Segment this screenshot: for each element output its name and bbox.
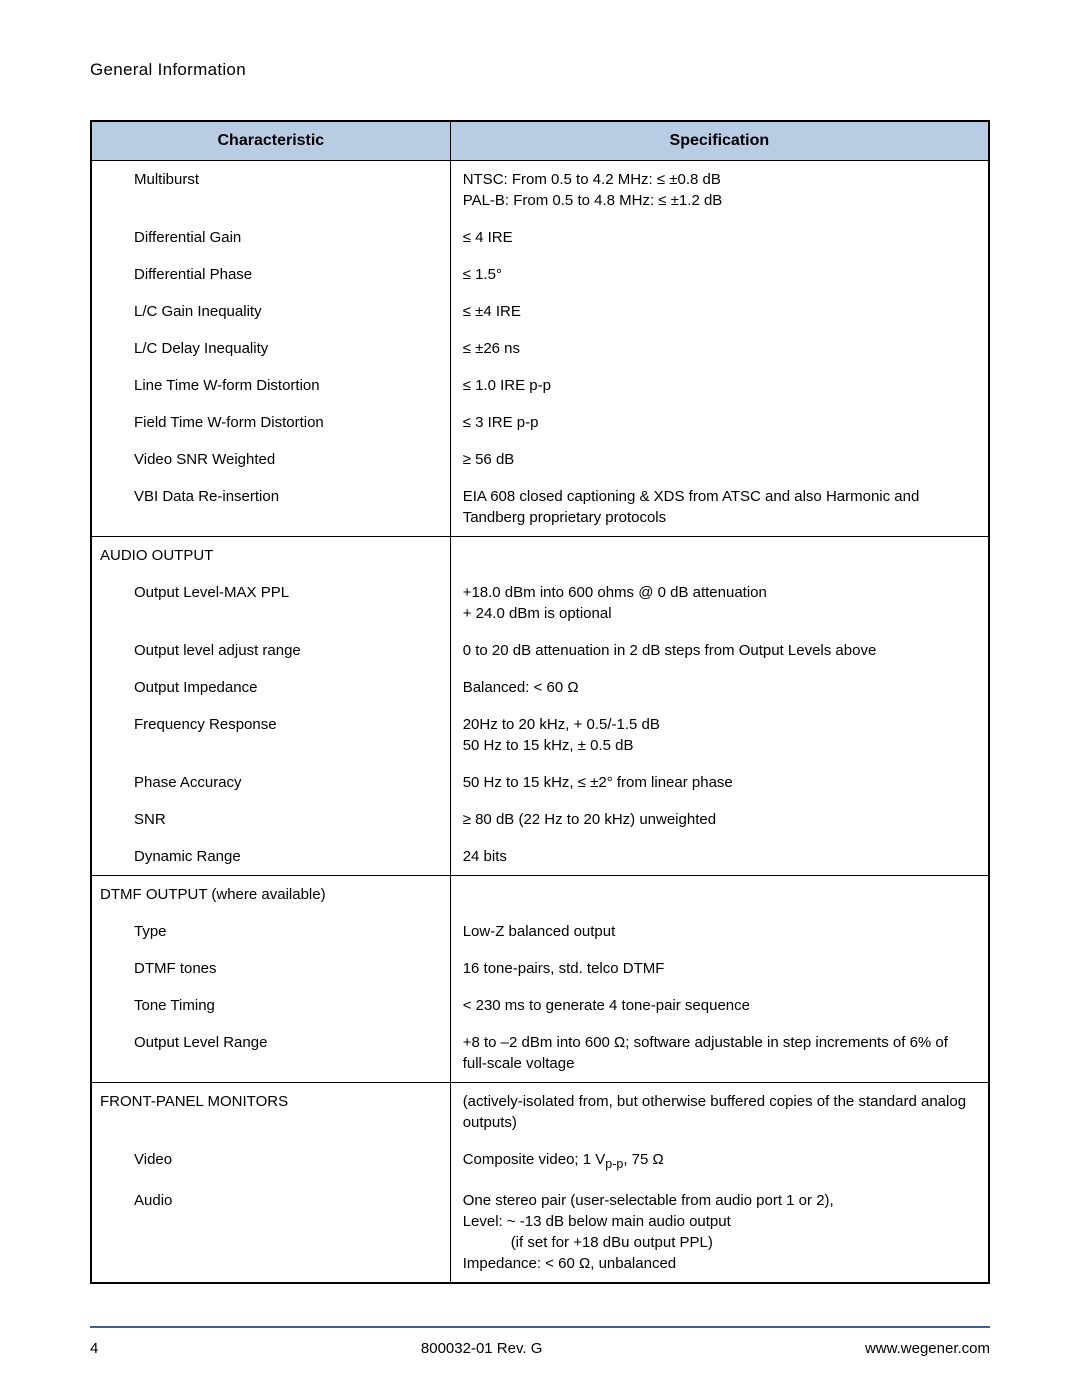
specification-cell: ≥ 80 dB (22 Hz to 20 kHz) unweighted — [450, 801, 989, 838]
specification-cell: ≥ 56 dB — [450, 441, 989, 478]
characteristic-cell: Output level adjust range — [91, 632, 450, 669]
specification-cell: 0 to 20 dB attenuation in 2 dB steps fro… — [450, 632, 989, 669]
table-row: L/C Delay Inequality≤ ±26 ns — [91, 330, 989, 367]
col-characteristic: Characteristic — [91, 121, 450, 161]
table-row: DTMF tones16 tone-pairs, std. telco DTMF — [91, 950, 989, 987]
specification-cell: +18.0 dBm into 600 ohms @ 0 dB attenuati… — [450, 574, 989, 632]
specification-cell: ≤ ±26 ns — [450, 330, 989, 367]
table-row: Output ImpedanceBalanced: < 60 Ω — [91, 669, 989, 706]
table-row: Line Time W-form Distortion≤ 1.0 IRE p-p — [91, 367, 989, 404]
specification-cell: Balanced: < 60 Ω — [450, 669, 989, 706]
page-header: General Information — [90, 60, 990, 80]
characteristic-cell: Video — [91, 1141, 450, 1182]
table-row: Output Level-MAX PPL+18.0 dBm into 600 o… — [91, 574, 989, 632]
section-spec — [450, 876, 989, 914]
page-number: 4 — [90, 1340, 98, 1357]
col-specification: Specification — [450, 121, 989, 161]
page-footer: 4 800032-01 Rev. G www.wegener.com — [90, 1326, 990, 1357]
specification-cell: ≤ 1.5° — [450, 256, 989, 293]
table-row: MultiburstNTSC: From 0.5 to 4.2 MHz: ≤ ±… — [91, 161, 989, 220]
section-label: AUDIO OUTPUT — [91, 537, 450, 575]
section-header-row: FRONT-PANEL MONITORS(actively-isolated f… — [91, 1083, 989, 1142]
characteristic-cell: Output Level-MAX PPL — [91, 574, 450, 632]
table-row: Differential Phase≤ 1.5° — [91, 256, 989, 293]
characteristic-cell: Field Time W-form Distortion — [91, 404, 450, 441]
table-row: Frequency Response20Hz to 20 kHz, + 0.5/… — [91, 706, 989, 764]
section-header-row: AUDIO OUTPUT — [91, 537, 989, 575]
doc-revision: 800032-01 Rev. G — [421, 1340, 542, 1357]
characteristic-cell: L/C Gain Inequality — [91, 293, 450, 330]
specification-cell: Composite video; 1 Vp-p, 75 Ω — [450, 1141, 989, 1182]
table-row: VBI Data Re-insertionEIA 608 closed capt… — [91, 478, 989, 537]
characteristic-cell: DTMF tones — [91, 950, 450, 987]
spec-table: Characteristic Specification MultiburstN… — [90, 120, 990, 1284]
characteristic-cell: SNR — [91, 801, 450, 838]
section-spec: (actively-isolated from, but otherwise b… — [450, 1083, 989, 1142]
section-label: FRONT-PANEL MONITORS — [91, 1083, 450, 1142]
table-row: Dynamic Range24 bits — [91, 838, 989, 876]
characteristic-cell: Audio — [91, 1182, 450, 1283]
characteristic-cell: Video SNR Weighted — [91, 441, 450, 478]
footer-url: www.wegener.com — [865, 1340, 990, 1357]
table-row: AudioOne stereo pair (user-selectable fr… — [91, 1182, 989, 1283]
characteristic-cell: Differential Gain — [91, 219, 450, 256]
specification-cell: 16 tone-pairs, std. telco DTMF — [450, 950, 989, 987]
table-row: Output Level Range+8 to –2 dBm into 600 … — [91, 1024, 989, 1083]
characteristic-cell: Multiburst — [91, 161, 450, 220]
table-row: SNR≥ 80 dB (22 Hz to 20 kHz) unweighted — [91, 801, 989, 838]
characteristic-cell: Differential Phase — [91, 256, 450, 293]
table-row: Video SNR Weighted≥ 56 dB — [91, 441, 989, 478]
table-row: Tone Timing< 230 ms to generate 4 tone-p… — [91, 987, 989, 1024]
table-row: Phase Accuracy50 Hz to 15 kHz, ≤ ±2° fro… — [91, 764, 989, 801]
specification-cell: < 230 ms to generate 4 tone-pair sequenc… — [450, 987, 989, 1024]
characteristic-cell: L/C Delay Inequality — [91, 330, 450, 367]
table-row: TypeLow-Z balanced output — [91, 913, 989, 950]
table-row: Differential Gain≤ 4 IRE — [91, 219, 989, 256]
characteristic-cell: Tone Timing — [91, 987, 450, 1024]
characteristic-cell: Output Level Range — [91, 1024, 450, 1083]
specification-cell: EIA 608 closed captioning & XDS from ATS… — [450, 478, 989, 537]
table-header-row: Characteristic Specification — [91, 121, 989, 161]
specification-cell: 24 bits — [450, 838, 989, 876]
specification-cell: NTSC: From 0.5 to 4.2 MHz: ≤ ±0.8 dB PAL… — [450, 161, 989, 220]
specification-cell: ≤ ±4 IRE — [450, 293, 989, 330]
specification-cell: ≤ 4 IRE — [450, 219, 989, 256]
characteristic-cell: Output Impedance — [91, 669, 450, 706]
table-row: L/C Gain Inequality≤ ±4 IRE — [91, 293, 989, 330]
table-row: Field Time W-form Distortion≤ 3 IRE p-p — [91, 404, 989, 441]
table-row: Output level adjust range0 to 20 dB atte… — [91, 632, 989, 669]
specification-cell: 50 Hz to 15 kHz, ≤ ±2° from linear phase — [450, 764, 989, 801]
table-row: VideoComposite video; 1 Vp-p, 75 Ω — [91, 1141, 989, 1182]
section-header-row: DTMF OUTPUT (where available) — [91, 876, 989, 914]
characteristic-cell: Dynamic Range — [91, 838, 450, 876]
section-label: DTMF OUTPUT (where available) — [91, 876, 450, 914]
specification-cell: ≤ 3 IRE p-p — [450, 404, 989, 441]
characteristic-cell: Type — [91, 913, 450, 950]
characteristic-cell: Frequency Response — [91, 706, 450, 764]
characteristic-cell: Phase Accuracy — [91, 764, 450, 801]
specification-cell: ≤ 1.0 IRE p-p — [450, 367, 989, 404]
characteristic-cell: Line Time W-form Distortion — [91, 367, 450, 404]
specification-cell: One stereo pair (user-selectable from au… — [450, 1182, 989, 1283]
specification-cell: 20Hz to 20 kHz, + 0.5/-1.5 dB 50 Hz to 1… — [450, 706, 989, 764]
specification-cell: Low-Z balanced output — [450, 913, 989, 950]
section-spec — [450, 537, 989, 575]
specification-cell: +8 to –2 dBm into 600 Ω; software adjust… — [450, 1024, 989, 1083]
characteristic-cell: VBI Data Re-insertion — [91, 478, 450, 537]
